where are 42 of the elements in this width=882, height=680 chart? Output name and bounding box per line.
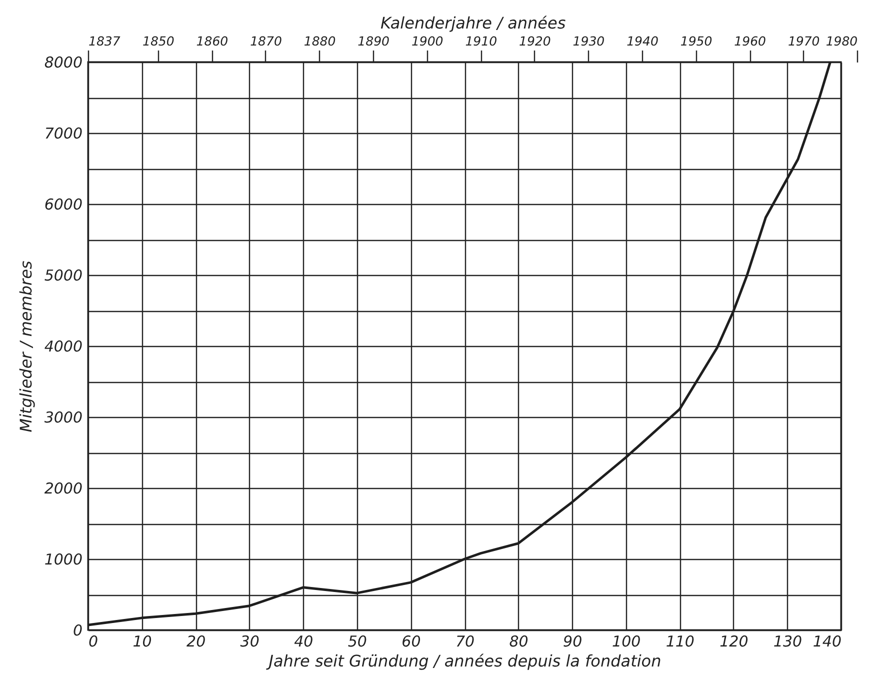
- y-tick-label: 2000: [44, 480, 82, 498]
- x2-tick-label: 1837: [88, 34, 120, 48]
- y-tick-label: 4000: [44, 338, 82, 356]
- x-tick-label: 130: [773, 632, 802, 650]
- x-tick-label: 110: [666, 632, 694, 650]
- x2-tick-label: 1910: [465, 34, 498, 48]
- y-tick-label: 3000: [44, 408, 82, 426]
- x-tick-label: 30: [240, 632, 260, 650]
- y-tick-label: 6000: [44, 196, 82, 214]
- x2-tick-label: 1950: [680, 34, 712, 48]
- y-tick-label: 1000: [44, 550, 82, 568]
- y-tick-label: 0: [72, 622, 82, 640]
- x-tick-label: 140: [812, 632, 842, 650]
- x-tick-label: 100: [612, 632, 641, 650]
- y-axis-title: Mitglieder / membres: [16, 260, 36, 432]
- y-tick-label: 5000: [44, 266, 82, 284]
- x-tick-label: 20: [186, 632, 206, 650]
- x-tick-label: 0: [88, 632, 98, 650]
- x-tick-label: 70: [455, 632, 475, 650]
- x2-tick-label: 1900: [411, 34, 444, 48]
- y-tick-label: 8000: [44, 54, 82, 72]
- x-tick-label: 40: [294, 632, 314, 650]
- x-tick-label: 10: [132, 632, 152, 650]
- x-tick-label: 50: [348, 632, 367, 650]
- x2-axis-title: Kalenderjahre / années: [380, 14, 566, 32]
- x-tick-label: 80: [509, 632, 528, 650]
- x2-tick-label: 1970: [788, 34, 820, 48]
- x2-tick-label: 1860: [196, 34, 228, 48]
- x2-tick-label: 1980: [826, 34, 858, 48]
- x2-tick-label: 1850: [142, 34, 174, 48]
- x-tick-label: 120: [720, 632, 748, 650]
- x2-tick-label: 1940: [626, 34, 658, 48]
- x2-tick-label: 1920: [519, 34, 551, 48]
- x2-tick-label: 1890: [358, 34, 390, 48]
- x2-tick-label: 1880: [304, 34, 336, 48]
- x-tick-label: 90: [563, 632, 582, 650]
- x2-tick-label: 1960: [734, 34, 766, 48]
- x-tick-label: 60: [402, 632, 421, 650]
- x-axis-title: Jahre seit Gründung / années depuis la fondation: [266, 652, 662, 670]
- x2-tick-label: 1870: [250, 34, 282, 48]
- y-tick-label: 7000: [44, 124, 82, 142]
- x2-tick-label: 1930: [572, 34, 605, 48]
